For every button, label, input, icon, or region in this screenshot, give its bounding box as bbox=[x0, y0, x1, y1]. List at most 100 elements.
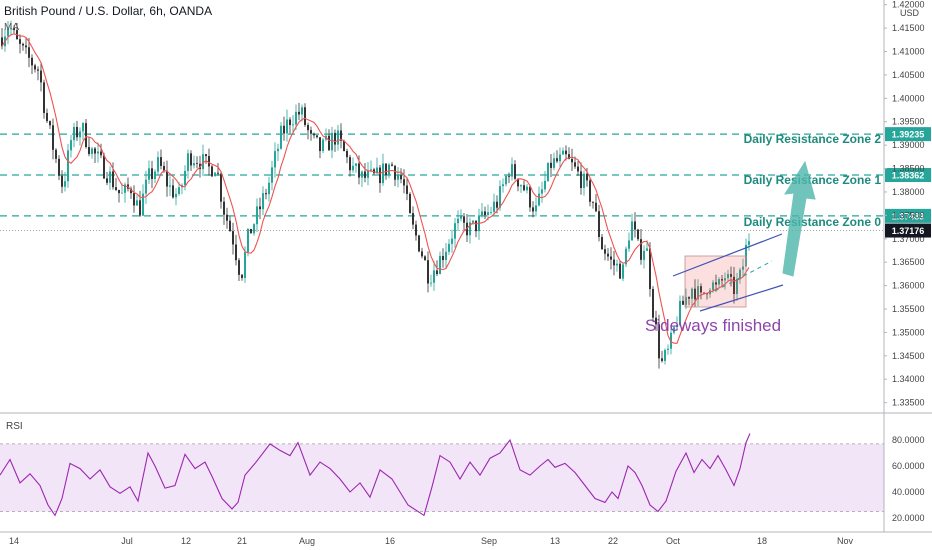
candle-body bbox=[202, 154, 204, 170]
candle-body bbox=[100, 151, 102, 156]
candle-body bbox=[586, 173, 588, 181]
candle-body bbox=[52, 125, 54, 150]
candle-body bbox=[589, 180, 591, 202]
candle-body bbox=[634, 221, 636, 230]
candle-body bbox=[253, 224, 255, 234]
price-tick-label: 1.40500 bbox=[892, 70, 925, 80]
candle-body bbox=[559, 154, 561, 162]
candle-body bbox=[505, 175, 507, 185]
candle-body bbox=[607, 253, 609, 257]
candle-body bbox=[364, 171, 366, 178]
candle-body bbox=[514, 164, 516, 179]
candle-body bbox=[124, 184, 126, 193]
time-tick-label: Nov bbox=[837, 536, 854, 546]
candle-body bbox=[241, 274, 243, 278]
candle-body bbox=[682, 300, 684, 305]
zones-layer: Daily Resistance Zone 2 1.39235 Daily Resi… bbox=[0, 127, 931, 231]
candle-body bbox=[34, 65, 36, 70]
candle-body bbox=[451, 238, 453, 244]
candle-body bbox=[328, 135, 330, 151]
candle-body bbox=[142, 193, 144, 216]
candle-body bbox=[169, 185, 171, 187]
price-tick-label: 1.33500 bbox=[892, 398, 925, 408]
time-tick-label: Sep bbox=[481, 536, 497, 546]
candle-body bbox=[148, 168, 150, 180]
candle-body bbox=[217, 172, 219, 174]
candle-body bbox=[613, 259, 615, 266]
candle-body bbox=[187, 153, 189, 171]
candle-body bbox=[655, 317, 657, 325]
candle-body bbox=[106, 178, 108, 183]
ma-indicator-label: MA bbox=[4, 22, 19, 33]
candle-body bbox=[409, 193, 411, 214]
candle-body bbox=[499, 186, 501, 208]
candle-body bbox=[139, 200, 141, 216]
candle-body bbox=[229, 220, 231, 232]
candle-body bbox=[244, 252, 246, 278]
sideways-annotation: Sideways finished bbox=[645, 316, 781, 335]
candle-body bbox=[628, 240, 630, 249]
candle-body bbox=[82, 123, 84, 132]
resistance-price-tag bbox=[885, 168, 931, 183]
candle-body bbox=[529, 186, 531, 208]
candle-body bbox=[88, 147, 90, 155]
candle-body bbox=[454, 223, 456, 239]
candle-body bbox=[115, 187, 117, 190]
candle-body bbox=[151, 168, 153, 180]
candle-body bbox=[112, 171, 114, 188]
rsi-band-layer bbox=[0, 443, 884, 512]
candle-body bbox=[205, 154, 207, 157]
candle-body bbox=[490, 211, 492, 213]
candle-body bbox=[226, 214, 228, 221]
resistance-price-label: 1.39235 bbox=[892, 130, 925, 140]
candle-body bbox=[163, 165, 165, 171]
candle-body bbox=[19, 39, 21, 44]
candle-body bbox=[568, 154, 570, 159]
candle-body bbox=[346, 151, 348, 158]
candle-body bbox=[295, 111, 297, 125]
price-tick-label: 1.39500 bbox=[892, 117, 925, 127]
candle-body bbox=[664, 349, 666, 361]
candle-body bbox=[400, 175, 402, 180]
candle-body bbox=[403, 179, 405, 186]
candle-body bbox=[391, 164, 393, 166]
time-tick-label: 14 bbox=[9, 536, 19, 546]
price-tick-label: 1.36000 bbox=[892, 281, 925, 291]
candle-body bbox=[556, 158, 558, 162]
candle-body bbox=[121, 192, 123, 194]
projection-arrow bbox=[782, 160, 816, 277]
candle-body bbox=[13, 27, 15, 31]
candle-body bbox=[157, 157, 159, 172]
candle-body bbox=[724, 278, 726, 281]
candle-body bbox=[484, 211, 486, 215]
candle-body bbox=[322, 139, 324, 152]
candle-body bbox=[619, 263, 621, 279]
resistance-price-tag bbox=[885, 127, 931, 142]
candle-body bbox=[289, 119, 291, 126]
candle-body bbox=[79, 131, 81, 138]
candle-body bbox=[349, 157, 351, 171]
resistance-zone-label: Daily Resistance Zone 1 bbox=[744, 173, 882, 187]
candle-body bbox=[739, 269, 741, 279]
candle-body bbox=[688, 297, 690, 299]
candle-body bbox=[667, 348, 669, 350]
candle-body bbox=[718, 279, 720, 285]
candle-body bbox=[343, 140, 345, 152]
candle-body bbox=[730, 274, 732, 277]
candle-body bbox=[118, 189, 120, 194]
rsi-tick-label: 40.0000 bbox=[892, 487, 925, 497]
candle-body bbox=[412, 213, 414, 225]
candle-body bbox=[160, 157, 162, 166]
candle-body bbox=[67, 150, 69, 182]
price-tick-label: 1.37500 bbox=[892, 210, 925, 220]
candle-body bbox=[562, 150, 564, 155]
candle-body bbox=[316, 135, 318, 138]
candle-body bbox=[292, 124, 294, 126]
candle-body bbox=[649, 248, 651, 290]
resistance-price-label: 1.37489 bbox=[892, 211, 925, 221]
time-tick-label: Oct bbox=[666, 536, 681, 546]
candle-body bbox=[25, 45, 27, 48]
time-tick-label: Jul bbox=[121, 536, 133, 546]
candle-body bbox=[133, 193, 135, 206]
